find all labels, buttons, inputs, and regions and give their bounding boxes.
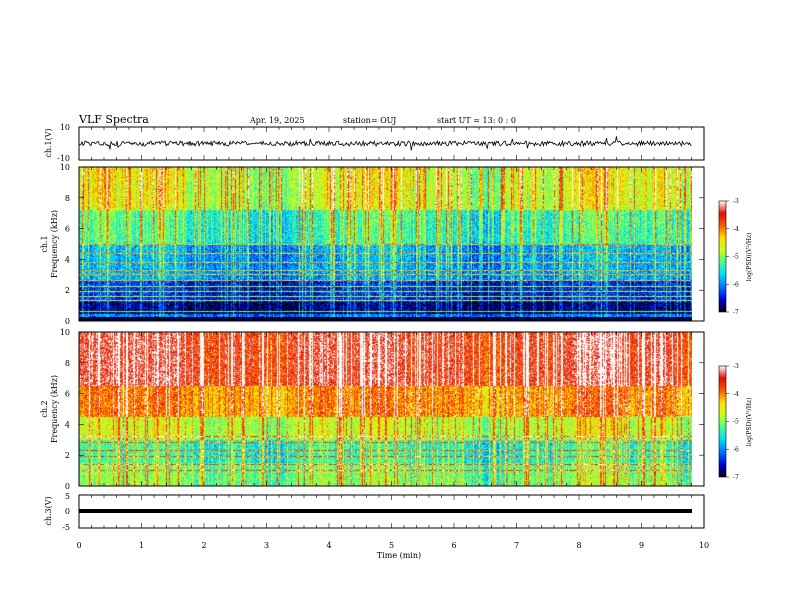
frequency-tick-label: 4 bbox=[65, 420, 70, 429]
colorbar-tick-label: -3 bbox=[733, 198, 739, 205]
header-date: Apr. 19, 2025 bbox=[249, 116, 305, 125]
colorbar-tick-label: -6 bbox=[733, 446, 739, 453]
ch3-waveform-ylabel: ch.3(V) bbox=[44, 496, 53, 525]
frequency-tick-label: 2 bbox=[65, 451, 70, 460]
frequency-tick-label: 0 bbox=[65, 317, 70, 326]
ch3-waveform-panel: 5 0 -5 ch.3(V) bbox=[44, 492, 705, 532]
time-tick-label: 7 bbox=[514, 541, 519, 550]
frequency-tick-label: 10 bbox=[60, 328, 70, 337]
ch1-colorbar: -3 -4 -5 -6 -7 log(PSD)(V²/Hz) bbox=[718, 198, 753, 316]
ch1-spectrogram-y-ticks: 0 2 4 6 8 10 bbox=[60, 163, 704, 326]
colorbar-tick-label: -5 bbox=[733, 254, 739, 261]
frequency-tick-label: 6 bbox=[65, 390, 70, 399]
time-tick-label: 6 bbox=[451, 541, 456, 550]
colorbar-tick-label: -3 bbox=[733, 363, 739, 370]
time-tick-label: 4 bbox=[326, 541, 331, 550]
ch2-colorbar-scale bbox=[718, 365, 727, 478]
ch3-ytick-mid: 0 bbox=[65, 507, 70, 516]
ch1-waveform-ylabel: ch.1(V) bbox=[44, 128, 53, 157]
time-tick-label: 3 bbox=[264, 541, 269, 550]
ch1-colorbar-ticks: -3 -4 -5 -6 -7 bbox=[726, 198, 739, 316]
time-tick-label: 0 bbox=[76, 541, 81, 550]
ch3-waveform-trace bbox=[79, 509, 692, 513]
ch2-spectrogram-y-ticks: 0 2 4 6 8 10 bbox=[60, 328, 704, 491]
ch3-ytick-top: 5 bbox=[65, 492, 70, 501]
ch2-colorbar-label: log(PSD)(V²/Hz) bbox=[746, 398, 753, 447]
colorbar-tick-label: -5 bbox=[733, 419, 739, 426]
ch2-spectrogram-image bbox=[79, 332, 692, 486]
frequency-tick-label: 0 bbox=[65, 482, 70, 491]
ch2-frequency-ylabel: Frequency (kHz) bbox=[50, 375, 59, 443]
colorbar-tick-label: -4 bbox=[733, 391, 739, 398]
header-station: station= OUJ bbox=[343, 116, 396, 125]
ch1-waveform-trace bbox=[78, 136, 692, 151]
header-start-time: start UT = 13: 0 : 0 bbox=[437, 116, 516, 125]
time-tick-label: 8 bbox=[576, 541, 581, 550]
ch3-ytick-bottom: -5 bbox=[62, 523, 70, 532]
time-tick-label: 9 bbox=[639, 541, 644, 550]
ch1-spectrogram-image bbox=[79, 167, 692, 321]
colorbar-tick-label: -7 bbox=[733, 309, 739, 316]
time-tick-label: 2 bbox=[201, 541, 206, 550]
ch1-ytick-top: 10 bbox=[60, 123, 70, 132]
ch1-waveform-x-ticks bbox=[78, 127, 705, 160]
frequency-tick-label: 8 bbox=[65, 194, 70, 203]
frequency-tick-label: 2 bbox=[65, 286, 70, 295]
ch1-channel-label: ch.1 bbox=[40, 235, 49, 252]
ch2-spectrogram-x-ticks bbox=[78, 332, 705, 486]
figure-title: VLF Spectra bbox=[78, 113, 149, 126]
frequency-tick-label: 4 bbox=[65, 255, 70, 264]
ch1-ytick-bottom: -10 bbox=[57, 154, 70, 163]
frequency-tick-label: 8 bbox=[65, 359, 70, 368]
time-axis-tick-labels: 0 1 2 3 4 5 6 7 8 9 10 bbox=[76, 541, 709, 550]
ch1-colorbar-label: log(PSD)(V²/Hz) bbox=[746, 233, 753, 282]
ch3-waveform-x-ticks bbox=[78, 495, 705, 528]
time-tick-label: 5 bbox=[389, 541, 394, 550]
ch1-frequency-ylabel: Frequency (kHz) bbox=[50, 210, 59, 278]
ch2-channel-label: ch.2 bbox=[40, 400, 49, 417]
ch1-spectrogram-x-ticks bbox=[78, 167, 705, 321]
ch1-spectrogram-panel: 0 2 4 6 8 10 ch.1 Frequency (kHz) bbox=[40, 163, 705, 326]
colorbar-tick-label: -6 bbox=[733, 281, 739, 288]
ch1-colorbar-scale bbox=[718, 200, 727, 313]
frequency-tick-label: 10 bbox=[60, 163, 70, 172]
ch2-colorbar: -3 -4 -5 -6 -7 log(PSD)(V²/Hz) bbox=[718, 363, 753, 481]
frequency-tick-label: 6 bbox=[65, 225, 70, 234]
ch2-spectrogram-panel: 0 2 4 6 8 10 ch.2 Frequency (kHz) bbox=[40, 328, 705, 491]
ch1-waveform-panel: 10 -10 ch.1(V) bbox=[44, 123, 705, 163]
ch2-colorbar-ticks: -3 -4 -5 -6 -7 bbox=[726, 363, 739, 481]
colorbar-tick-label: -7 bbox=[733, 474, 739, 481]
time-axis-label: Time (min) bbox=[377, 551, 421, 560]
colorbar-tick-label: -4 bbox=[733, 226, 739, 233]
time-tick-label: 1 bbox=[139, 541, 144, 550]
time-tick-label: 10 bbox=[699, 541, 709, 550]
